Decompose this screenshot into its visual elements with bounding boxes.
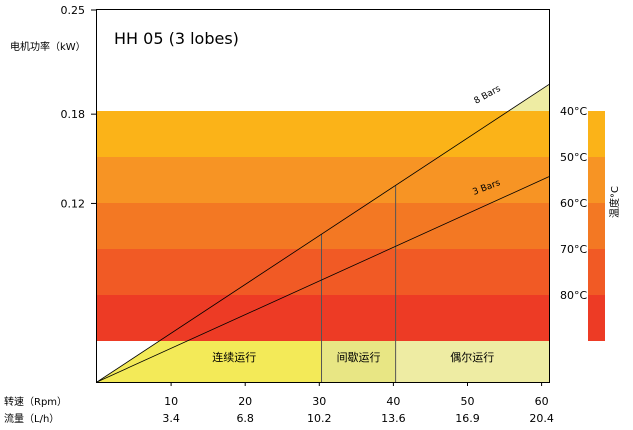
- x-axis-flow-label: 流量（L/h）: [4, 412, 59, 425]
- x-tick-rpm-5: 50: [460, 395, 474, 408]
- plot-frame: [96, 9, 550, 383]
- temperature-label-1: 40°C: [560, 105, 587, 118]
- y-axis-label: 电机功率（kW）: [10, 40, 86, 53]
- x-tick-rpm-4: 40: [386, 395, 400, 408]
- legend-swatch-1: [588, 111, 605, 157]
- legend-swatch-2: [588, 157, 605, 203]
- temperature-legend-title: 温度°C: [608, 186, 621, 218]
- temperature-labels: 40°C 50°C 60°C 70°C 80°C: [560, 105, 587, 302]
- temperature-band-1: [97, 111, 549, 157]
- x-tick-flow-6: 20.4: [529, 412, 554, 425]
- temperature-band-5: [97, 295, 549, 341]
- temperature-bands: [97, 111, 549, 341]
- x-axis-rpm-label: 转速（Rpm）: [4, 395, 67, 408]
- temperature-band-4: [97, 249, 549, 295]
- temperature-label-3: 60°C: [560, 197, 587, 210]
- y-tick-label-1: 0.25: [61, 4, 86, 17]
- x-tick-rpm-2: 20: [238, 395, 252, 408]
- temperature-label-5: 80°C: [560, 289, 587, 302]
- legend-swatch-3: [588, 203, 605, 249]
- x-tick-rpm-1: 10: [164, 395, 178, 408]
- series-line-2: [96, 176, 550, 383]
- series-label-1: 8 Bars: [473, 84, 503, 107]
- x-tick-flow-1: 3.4: [162, 412, 180, 425]
- temperature-band-2: [97, 157, 549, 203]
- x-tick-flow-3: 10.2: [307, 412, 332, 425]
- series-line-1: [96, 84, 550, 383]
- x-tick-flow-2: 6.8: [236, 412, 254, 425]
- x-tick-flow-5: 16.9: [455, 412, 480, 425]
- temperature-label-4: 70°C: [560, 243, 587, 256]
- x-tick-rpm-6: 60: [535, 395, 549, 408]
- temperature-legend: [588, 111, 605, 341]
- legend-swatch-5: [588, 295, 605, 341]
- temperature-band-3: [97, 203, 549, 249]
- temperature-label-2: 50°C: [560, 151, 587, 164]
- chart-title: HH 05 (3 lobes): [114, 29, 239, 48]
- y-tick-label-2: 0.18: [61, 108, 86, 121]
- region-label-1: 连续运行: [212, 350, 256, 364]
- legend-swatch-4: [588, 249, 605, 295]
- x-tick-flow-4: 13.6: [381, 412, 406, 425]
- x-tick-rpm-3: 30: [312, 395, 326, 408]
- y-axis-ticks: 0.25 0.18 0.12: [61, 4, 97, 210]
- region-label-2: 间歇运行: [337, 351, 381, 364]
- x-axis-ticks: 10 3.4 20 6.8 30 10.2 40 13.6 50 16.9 60 20.4: [162, 382, 554, 425]
- y-tick-label-3: 0.12: [61, 197, 86, 210]
- region-label-3: 偶尔运行: [450, 351, 494, 364]
- region-labels: 连续运行 间歇运行 偶尔运行: [212, 350, 494, 364]
